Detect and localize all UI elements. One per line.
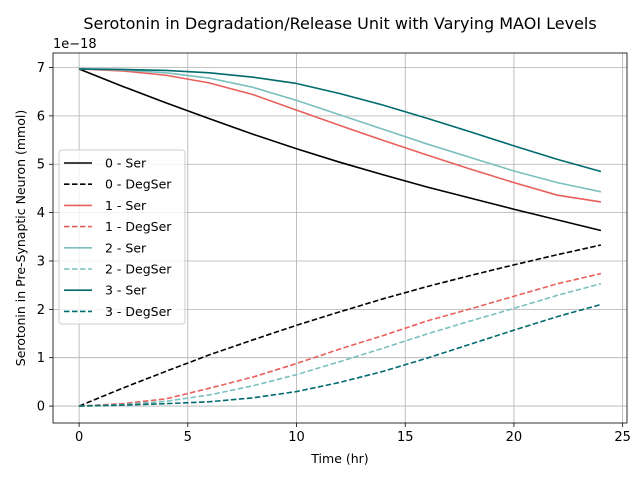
y-tick-label: 3 [37,254,45,269]
legend-label: 2 - DegSer [105,262,172,277]
plot-lines [78,68,602,407]
legend-label: 0 - DegSer [105,177,172,192]
x-tick-label: 15 [397,430,414,445]
y-axis-ticks: 0 1 2 3 4 5 6 7 [37,61,53,415]
y-tick-label: 7 [37,61,45,76]
series-line-3-degser [79,303,602,407]
x-tick-label: 5 [184,430,192,445]
legend-label: 3 - Ser [105,283,147,298]
series-line-1-ser [79,68,602,203]
chart-title: Serotonin in Degradation/Release Unit wi… [83,14,596,33]
y-axis-label: Serotonin in Pre-Synaptic Neuron (mmol) [13,110,28,366]
legend-label: 3 - DegSer [105,304,172,319]
y-tick-label: 4 [37,206,45,221]
y-tick-label: 6 [37,109,45,124]
y-tick-label: 2 [37,303,45,318]
series-line-1-degser [79,272,602,407]
x-axis-ticks: 0 5 10 15 20 25 [75,423,631,445]
y-tick-label: 1 [37,351,45,366]
legend-label: 0 - Ser [105,156,147,171]
x-tick-label: 20 [506,430,523,445]
legend-label: 2 - Ser [105,240,147,255]
axes-frame [52,52,628,424]
x-axis-label: Time (hr) [310,451,368,466]
series-line-3-ser [79,68,602,173]
y-tick-label: 5 [37,158,45,173]
series-line-0-degser [78,244,602,407]
legend-box [58,149,186,325]
y-axis-offset-text: 1e−18 [53,37,97,52]
legend-label: 1 - DegSer [105,219,172,234]
x-tick-label: 25 [614,430,631,445]
y-tick-label: 0 [37,400,45,415]
legend: 0 - Ser 0 - DegSer 1 - Ser 1 - DegSer 2 - Se… [58,149,186,325]
series-line-2-degser [79,282,602,407]
legend-label: 1 - Ser [105,198,147,213]
series-line-2-ser [79,68,602,193]
x-tick-label: 10 [288,430,305,445]
series-line-0-ser [78,68,602,232]
x-tick-label: 0 [75,430,83,445]
